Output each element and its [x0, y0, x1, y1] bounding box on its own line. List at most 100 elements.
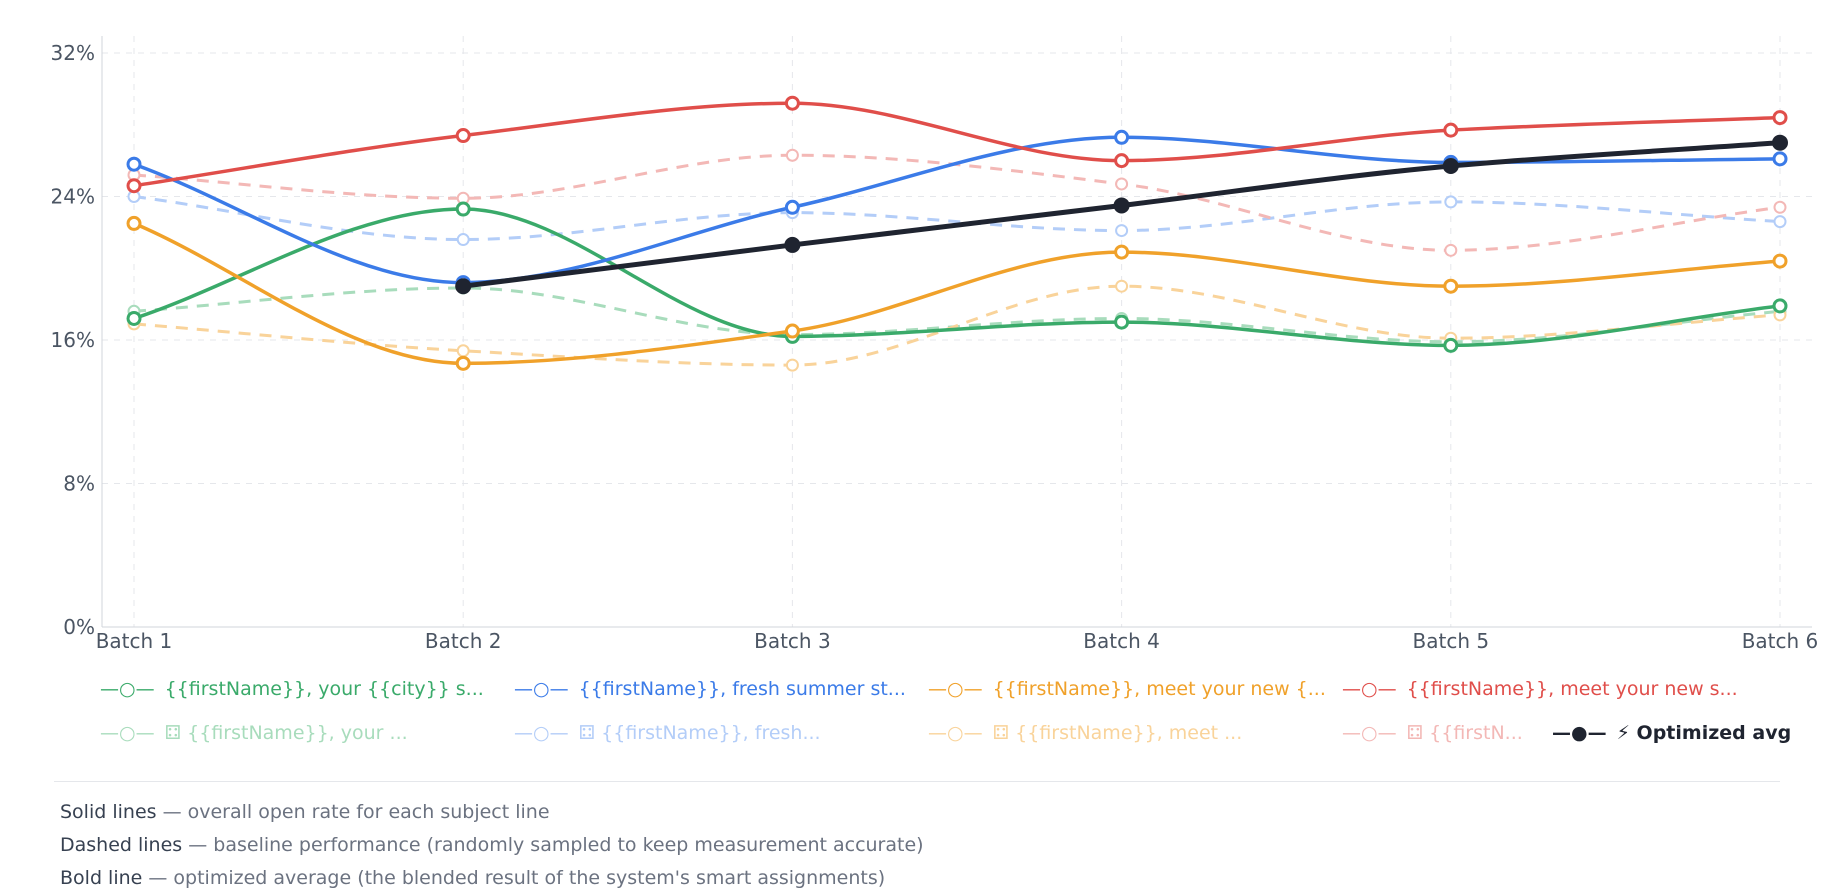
legend-item-9[interactable]: —●— ⚡ Optimized avg [1552, 722, 1791, 744]
legend-label: ⚃ {{firstName}}, fresh... [578, 722, 821, 744]
data-point [1442, 158, 1459, 175]
data-point [1772, 134, 1788, 151]
data-point [1772, 253, 1788, 269]
data-point [1444, 195, 1458, 209]
data-point [455, 201, 471, 217]
data-point [785, 148, 799, 162]
note-term: Bold line [60, 867, 143, 889]
data-point [455, 278, 472, 295]
note-bold-line: Bold line — optimized average (the blend… [60, 862, 1760, 895]
legend-label: {{firstName}}, meet your new {... [992, 678, 1326, 700]
data-point [785, 358, 799, 372]
data-point [784, 236, 801, 253]
x-tick-label: Batch 1 [96, 629, 173, 653]
data-point [126, 310, 142, 326]
x-tick-label: Batch 2 [425, 629, 502, 653]
data-point [1115, 177, 1129, 191]
data-point [1443, 122, 1459, 138]
legend-item-5[interactable]: —○— ⚃ {{firstName}}, your ... [100, 722, 408, 744]
legend-item-3[interactable]: —○— {{firstName}}, meet your new {... [928, 678, 1326, 700]
hollow-marker-icon: —○— [1342, 678, 1397, 700]
divider [54, 781, 1780, 782]
series-1 [126, 201, 1788, 353]
hollow-marker-icon: —○— [928, 722, 983, 744]
x-tick-label: Batch 5 [1413, 629, 1490, 653]
series-2 [126, 129, 1788, 291]
series-line [133, 101, 1781, 188]
data-point [1772, 151, 1788, 167]
series-line [133, 221, 1781, 366]
legend-label: ⚃ {{firstN... [1406, 722, 1523, 744]
series-line [133, 286, 1781, 344]
data-point [1113, 197, 1130, 214]
hollow-marker-icon: —○— [100, 722, 155, 744]
data-point [1443, 278, 1459, 294]
series-line [133, 153, 1781, 252]
data-point [1444, 243, 1458, 257]
series-3 [126, 215, 1788, 371]
legend-item-1[interactable]: —○— {{firstName}}, your {{city}} s... [100, 678, 484, 700]
series-line [133, 195, 1781, 242]
hollow-marker-icon: —○— [514, 722, 569, 744]
data-point [126, 156, 142, 172]
hollow-marker-icon: —○— [514, 678, 569, 700]
legend-item-4[interactable]: —○— {{firstName}}, meet your new s... [1342, 678, 1738, 700]
series-line [133, 284, 1781, 367]
series-9 [455, 134, 1788, 295]
series-7 [127, 279, 1787, 372]
legend-label: {{firstName}}, fresh summer st... [578, 678, 906, 700]
data-point [126, 178, 142, 194]
data-point [1773, 215, 1787, 229]
y-tick-label: 8% [63, 472, 95, 496]
legend-item-6[interactable]: —○— ⚃ {{firstName}}, fresh... [514, 722, 821, 744]
chart-notes: Solid lines — overall open rate for each… [60, 796, 1760, 895]
data-point [1114, 244, 1130, 260]
data-point [1115, 279, 1129, 293]
legend-label: ⚃ {{firstName}}, meet ... [992, 722, 1243, 744]
data-point [1772, 298, 1788, 314]
data-point [1772, 110, 1788, 126]
legend-item-2[interactable]: —○— {{firstName}}, fresh summer st... [514, 678, 906, 700]
note-term: Solid lines [60, 801, 157, 823]
data-point [455, 128, 471, 144]
data-point [455, 355, 471, 371]
data-point [126, 215, 142, 231]
hollow-marker-icon: —○— [928, 678, 983, 700]
line-chart: 0% 8% 16% 24% 32% Batch 1 Batch 2 Batch 3 Batch … [51, 36, 1819, 653]
chart-legend: —○— {{firstName}}, your {{city}} s... —○— {… [100, 678, 1820, 774]
x-tick-label: Batch 6 [1742, 629, 1819, 653]
legend-item-7[interactable]: —○— ⚃ {{firstName}}, meet ... [928, 722, 1242, 744]
legend-label: {{firstName}}, meet your new s... [1406, 678, 1738, 700]
legend-item-8[interactable]: —○— ⚃ {{firstN... [1342, 722, 1523, 744]
series-line [133, 207, 1781, 348]
data-point [1773, 200, 1787, 214]
y-tick-label: 24% [51, 185, 95, 209]
y-tick-label: 32% [51, 41, 95, 65]
series-4 [126, 95, 1788, 194]
y-tick-label: 16% [51, 328, 95, 352]
filled-marker-icon: —●— [1552, 722, 1607, 744]
data-point [1114, 314, 1130, 330]
note-description: — optimized average (the blended result … [142, 867, 886, 889]
series-5 [127, 281, 1787, 349]
note-term: Dashed lines [60, 834, 183, 856]
chart-area: 0% 8% 16% 24% 32% Batch 1 Batch 2 Batch 3 Batch … [51, 36, 1819, 653]
y-tick-label: 0% [63, 615, 95, 639]
data-point [1114, 129, 1130, 145]
series-6 [127, 190, 1787, 247]
note-solid-lines: Solid lines — overall open rate for each… [60, 796, 1760, 829]
note-description: — baseline performance (randomly sampled… [182, 834, 924, 856]
legend-label: ⚃ {{firstName}}, your ... [164, 722, 408, 744]
legend-label: ⚡ Optimized avg [1616, 722, 1792, 744]
x-tick-label: Batch 3 [754, 629, 831, 653]
hollow-marker-icon: —○— [100, 678, 155, 700]
note-description: — overall open rate for each subject lin… [156, 801, 550, 823]
x-tick-label: Batch 4 [1083, 629, 1160, 653]
data-point [784, 323, 800, 339]
data-point [1114, 153, 1130, 169]
data-point [784, 95, 800, 111]
legend-label: {{firstName}}, your {{city}} s... [164, 678, 484, 700]
note-dashed-lines: Dashed lines — baseline performance (ran… [60, 829, 1760, 862]
hollow-marker-icon: —○— [1342, 722, 1397, 744]
data-point [784, 199, 800, 215]
